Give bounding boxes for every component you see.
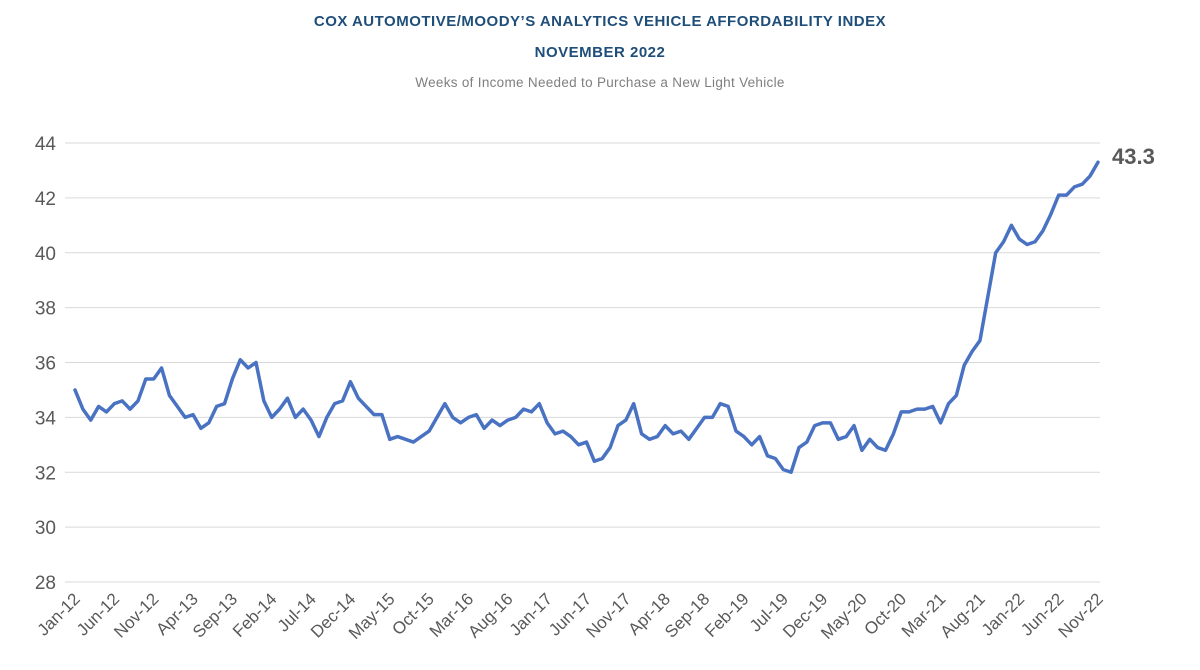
x-tick-label: Nov-17 — [582, 589, 634, 641]
chart-caption: Weeks of Income Needed to Purchase a New… — [415, 75, 785, 90]
x-tick-label: Jan-17 — [506, 589, 556, 639]
y-tick-label: 34 — [35, 408, 57, 429]
y-tick-label: 28 — [35, 573, 56, 594]
grid-lines — [65, 142, 1100, 583]
y-axis: 28 30 32 34 36 38 40 42 44 — [35, 134, 57, 594]
y-tick-label: 40 — [35, 244, 56, 265]
x-tick-label: Sep-13 — [189, 589, 241, 641]
y-tick-label: 38 — [35, 299, 56, 320]
chart-subtitle: NOVEMBER 2022 — [534, 44, 666, 61]
x-tick-label: Jan-22 — [978, 589, 1028, 639]
x-tick-label: Nov-12 — [110, 589, 162, 641]
chart-title: COX AUTOMOTIVE/MOODY’S ANALYTICS VEHICLE… — [313, 13, 887, 30]
x-tick-label: Aug-16 — [464, 589, 516, 641]
y-tick-label: 30 — [35, 518, 56, 539]
series-layer — [73, 160, 1100, 474]
x-tick-label: Feb-14 — [229, 589, 281, 641]
x-tick-label: Jan-12 — [34, 589, 84, 639]
y-tick-label: 42 — [35, 189, 56, 210]
y-tick-label: 36 — [35, 354, 56, 375]
x-tick-label: Aug-21 — [937, 589, 989, 641]
x-tick-label: Nov-22 — [1055, 589, 1107, 641]
x-axis: Jan-12Jun-12Nov-12Apr-13Sep-13Feb-14Jul-… — [34, 589, 1107, 643]
y-tick-label: 44 — [35, 134, 57, 155]
end-value-label: 43.3 — [1112, 144, 1155, 169]
series-line — [73, 160, 1100, 474]
y-tick-label: 32 — [35, 463, 56, 484]
x-tick-label: Sep-18 — [661, 589, 713, 641]
x-tick-label: Feb-19 — [701, 589, 753, 641]
label-layer: 43.3 — [1112, 144, 1155, 169]
